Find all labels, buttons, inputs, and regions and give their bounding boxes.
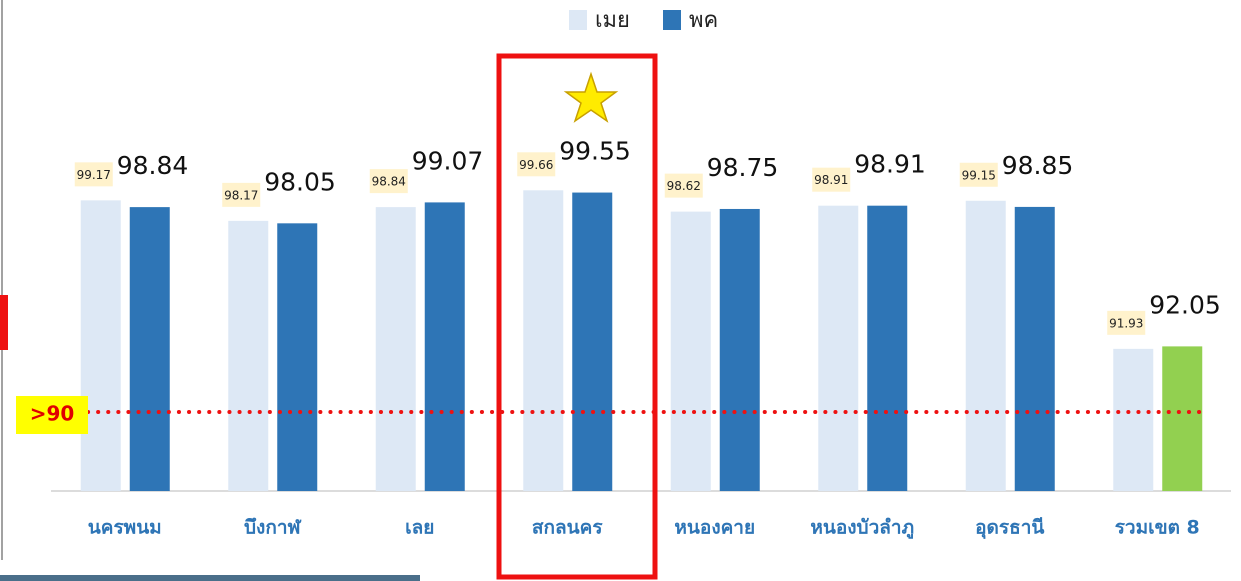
value-label: 98.75 bbox=[707, 153, 779, 182]
bar bbox=[129, 207, 170, 491]
x-tick-label: นครพนม bbox=[88, 517, 162, 539]
bar bbox=[80, 200, 121, 492]
value-label: 99.17 bbox=[77, 168, 111, 182]
legend-label: พค bbox=[689, 8, 718, 33]
value-label: 98.91 bbox=[814, 173, 848, 187]
threshold-label: >90 bbox=[30, 402, 75, 426]
value-label: 98.91 bbox=[854, 150, 926, 179]
x-tick-label: หนองบัวลำภู bbox=[810, 517, 914, 540]
bar bbox=[719, 208, 760, 491]
legend-label: เมย bbox=[595, 8, 630, 33]
value-label-box bbox=[664, 173, 703, 198]
x-tick-label: หนองคาย bbox=[674, 517, 755, 539]
value-label: 98.84 bbox=[372, 175, 406, 189]
bar bbox=[867, 205, 908, 491]
bar bbox=[228, 220, 269, 491]
x-tick-label: รวมเขต 8 bbox=[1115, 517, 1200, 539]
value-label: 99.66 bbox=[519, 158, 553, 172]
value-label: 98.85 bbox=[1002, 151, 1074, 180]
bar bbox=[818, 205, 859, 491]
value-label-box bbox=[1107, 310, 1146, 335]
x-tick-label: สกลนคร bbox=[532, 517, 603, 539]
bar bbox=[523, 190, 564, 491]
bar bbox=[965, 200, 1006, 491]
bar bbox=[1162, 346, 1203, 491]
value-label: 99.15 bbox=[962, 168, 996, 182]
legend-swatch bbox=[569, 10, 587, 30]
bar bbox=[277, 223, 318, 492]
bar bbox=[670, 211, 711, 491]
value-label: 92.05 bbox=[1149, 290, 1221, 319]
value-label: 99.07 bbox=[412, 146, 484, 175]
value-label-box bbox=[369, 169, 408, 194]
value-label-box bbox=[517, 152, 556, 177]
bar bbox=[1014, 206, 1055, 492]
x-tick-label: บึงกาฬ bbox=[244, 517, 302, 539]
bar bbox=[572, 192, 613, 491]
value-label: 98.84 bbox=[117, 151, 189, 180]
x-tick-label: อุดรธานี bbox=[975, 517, 1044, 540]
value-label-box bbox=[959, 162, 998, 187]
highlight-box bbox=[496, 53, 658, 580]
value-label-box bbox=[74, 162, 113, 187]
value-label: 98.62 bbox=[667, 179, 701, 193]
bar bbox=[1113, 348, 1154, 491]
legend-swatch bbox=[663, 10, 681, 30]
value-label-box bbox=[812, 167, 851, 192]
value-label: 99.55 bbox=[559, 137, 631, 166]
threshold-box bbox=[16, 396, 88, 434]
value-label: 98.17 bbox=[224, 188, 258, 202]
edge-marker bbox=[0, 295, 8, 350]
bar bbox=[424, 202, 465, 491]
value-label-box bbox=[222, 182, 261, 207]
star bbox=[563, 71, 619, 123]
value-label: 98.05 bbox=[264, 167, 336, 196]
bars bbox=[80, 190, 1203, 492]
bottom-strip bbox=[0, 575, 420, 581]
value-label: 91.93 bbox=[1109, 316, 1143, 330]
x-tick-label: เลย bbox=[405, 517, 434, 539]
bar bbox=[375, 207, 416, 491]
